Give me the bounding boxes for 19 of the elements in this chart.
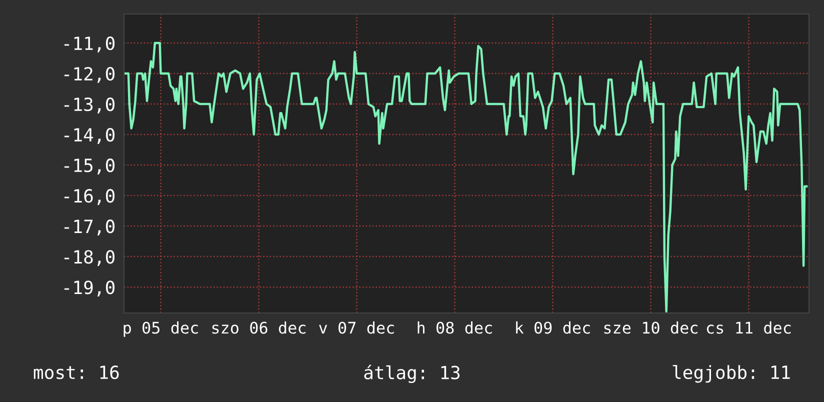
x-tick-label: szo 06 dec (212, 321, 306, 334)
y-tick-label: -16,0 (64, 189, 114, 205)
x-tick-label: h 08 dec (418, 321, 492, 334)
x-tick-label: cs 11 dec (706, 321, 791, 334)
y-tick-label: -14,0 (64, 128, 114, 144)
x-tick-label: p 05 dec (124, 321, 198, 337)
y-tick-label: -18,0 (64, 250, 114, 266)
y-tick-label: -12,0 (64, 67, 114, 83)
y-tick-label: -17,0 (64, 220, 114, 236)
text: átlag: 13 (364, 364, 460, 384)
y-tick-label: -19,0 (64, 280, 114, 297)
text: legjobb: 11 (672, 365, 790, 383)
y-tick-label: -13,0 (64, 98, 114, 114)
y-tick-label: -11,0 (64, 36, 114, 52)
text: most: 16 (34, 365, 119, 380)
x-tick-label: k 09 dec (516, 321, 590, 334)
y-tick-label: -15,0 (64, 158, 114, 174)
x-tick-label: sze 10 dec (604, 321, 698, 334)
x-tick-label: v 07 dec (319, 321, 394, 334)
